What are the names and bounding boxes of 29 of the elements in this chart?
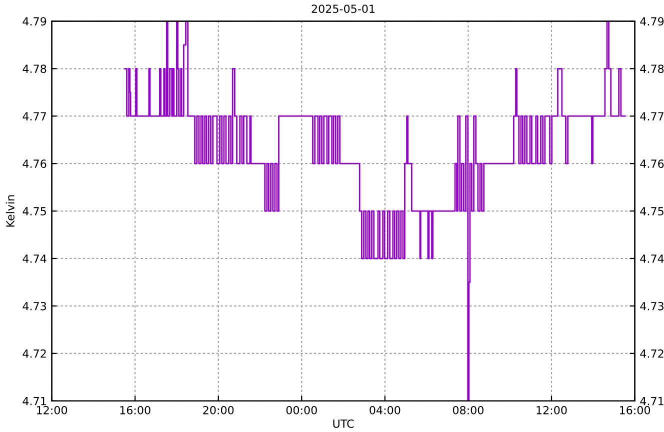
y-tick-label: 4.78 (22, 64, 46, 74)
y2-tick-label: 4.72 (640, 349, 664, 358)
y-tick-label: 4.77 (22, 112, 46, 120)
x-tick-label: 08:00 (452, 406, 484, 414)
x-tick-label: 04:00 (370, 406, 400, 414)
x-tick-label: 16:00 (620, 406, 650, 414)
y2-tick-label: 4.76 (640, 160, 664, 168)
y-tick-label: 4.72 (22, 349, 46, 358)
x-tick-label: 20:00 (203, 406, 234, 414)
y2-tick-label: 4.71 (640, 397, 664, 406)
y2-tick-label: 4.73 (640, 302, 664, 310)
y2-tick-label: 4.78 (640, 64, 664, 74)
y-tick-label: 4.71 (22, 397, 46, 406)
y-tick-label: 4.73 (22, 302, 46, 310)
x-tick-label: 00:00 (286, 406, 317, 414)
x-axis-title: UTC (333, 419, 354, 428)
x-tick-label: 16:00 (120, 406, 150, 414)
y-tick-label: 4.74 (22, 254, 46, 263)
y2-tick-label: 4.79 (640, 17, 664, 26)
chart-title: 2025-05-01 (312, 4, 375, 13)
x-tick-label: 12:00 (536, 406, 567, 414)
y2-tick-label: 4.77 (640, 112, 664, 120)
y-axis-title: Kelvin (6, 195, 14, 227)
x-tick-label: 12:00 (37, 406, 68, 414)
y-tick-label: 4.79 (22, 17, 46, 26)
y-tick-label: 4.75 (22, 207, 46, 216)
y-tick-label: 4.76 (22, 160, 46, 168)
y2-tick-label: 4.74 (640, 254, 664, 263)
y2-tick-label: 4.75 (640, 207, 664, 216)
